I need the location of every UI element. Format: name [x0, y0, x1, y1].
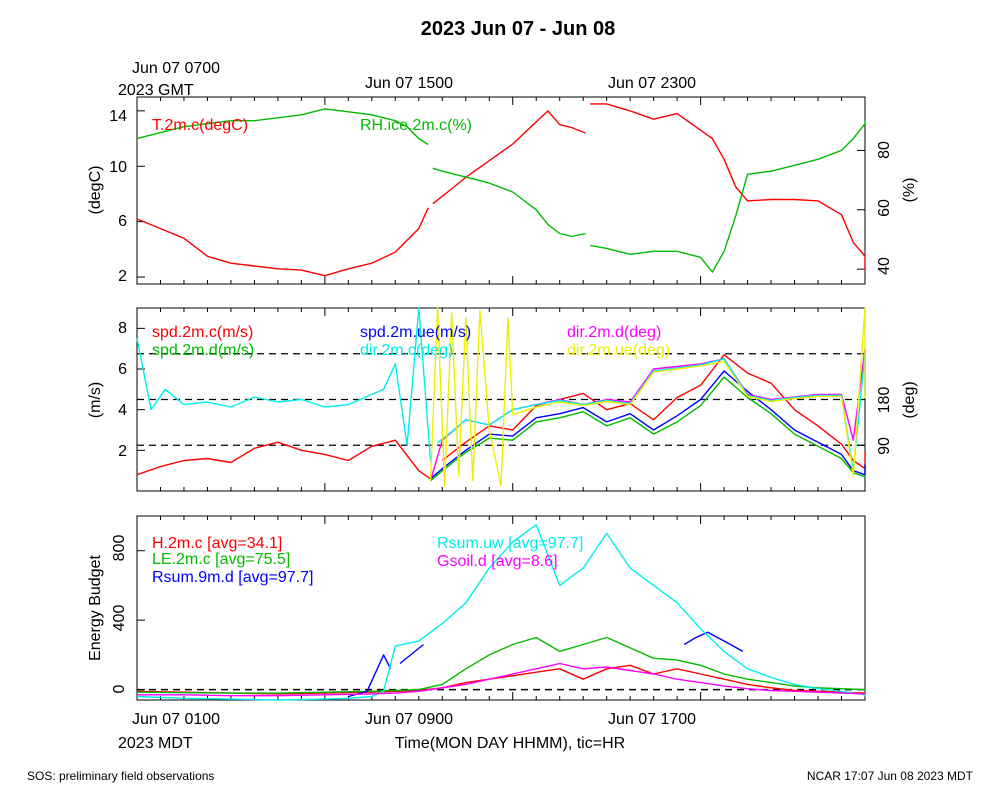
y2-tick-label: 180	[876, 387, 893, 414]
y2-tick-label: 90	[876, 437, 893, 455]
series-line-rh-ice-2m-c	[432, 167, 586, 238]
series-line-rh-ice-2m-c	[590, 120, 866, 273]
legend-entry: Rsum.uw [avg=97.7]	[437, 535, 583, 552]
legend-entry: dir.2m.ue(deg)	[567, 342, 670, 359]
panel-series	[136, 307, 866, 487]
series-line-spd-2m-c-m-s	[441, 354, 866, 470]
panel-ticks	[136, 97, 866, 284]
series-line-spd-2m-d-m-s	[430, 376, 866, 482]
series-line-rh-ice-2m-c	[136, 108, 429, 146]
y2-tick-label: 40	[876, 257, 893, 275]
panel-ticks	[136, 516, 866, 700]
y2-tick-label: 80	[876, 141, 893, 159]
gmt-tick-label: Jun 07 1500	[365, 75, 453, 92]
series-line-spd-2m-ue-m-s	[430, 370, 866, 480]
gmt-tick-label: Jun 07 2300	[608, 75, 696, 92]
y-tick-label: 6	[118, 361, 127, 378]
legend-entry: Rsum.9m.d [avg=97.7]	[152, 569, 313, 586]
legend-entry: RH.ice.2m.c(%)	[360, 117, 472, 134]
series-line-gsoil-d	[137, 662, 866, 697]
gmt-zone-label: 2023 GMT	[118, 82, 194, 99]
series-line-dir-2m-ue-deg	[429, 307, 866, 487]
series-line-t-2m-c-degc	[136, 207, 429, 277]
legend-entry: LE.2m.c [avg=75.5]	[152, 551, 290, 568]
y-tick-label: 8	[118, 320, 127, 337]
gmt-tick-label: Jun 07 0700	[132, 60, 220, 77]
legend-entry: spd.2m.ue(m/s)	[360, 324, 471, 341]
y-tick-label: 14	[109, 108, 127, 125]
panel-frame	[136, 96, 866, 285]
legend-entry: dir.2m.c(deg)	[360, 342, 453, 359]
panel-frame	[136, 515, 866, 701]
y-tick-label: 6	[118, 213, 127, 230]
y2-tick-label: 60	[876, 199, 893, 217]
footer-stamp: NCAR 17:07 Jun 08 2023 MDT	[807, 769, 974, 783]
y-tick-label: 10	[109, 159, 127, 176]
panel-series	[136, 103, 866, 277]
panel-temperature-rh: 2 6 10 14 (degC) 40 60 80 (%) T.2m.c(deg…	[87, 96, 918, 285]
mdt-tick-label: Jun 07 0900	[365, 711, 453, 728]
y-axis-label: (degC)	[87, 166, 104, 215]
panel-series	[136, 524, 866, 701]
series-line-h-2m-c	[136, 664, 866, 695]
y-axis-label: Energy Budget	[87, 555, 104, 661]
y-tick-label: 800	[111, 535, 128, 562]
footer-note: SOS: preliminary field observations	[27, 769, 214, 783]
series-line-rsum-uw	[136, 524, 866, 701]
series-line-t-2m-c-degc	[432, 110, 586, 205]
mdt-zone-label: 2023 MDT	[118, 735, 193, 752]
y-axis-label: (m/s)	[87, 382, 104, 418]
y-tick-label: 4	[118, 402, 127, 419]
legend-entry: T.2m.c(degC)	[152, 117, 248, 134]
legend-entry: spd.2m.d(m/s)	[152, 342, 254, 359]
series-line-dir-2m-c-deg	[136, 307, 432, 461]
y-tick-label: 2	[118, 443, 127, 460]
series-line-spd-2m-c-m-s	[136, 439, 431, 480]
legend-entry: dir.2m.d(deg)	[567, 324, 661, 341]
panel-energy-budget: 0 400 800 Energy Budget H.2m.c [avg=34.1…	[87, 515, 866, 701]
y2-axis-label: (deg)	[901, 381, 918, 418]
series-line-t-2m-c-degc	[590, 103, 866, 271]
y-tick-label: 0	[111, 684, 128, 693]
series-line-rsum-9m-d	[399, 643, 424, 665]
panel-wind: 2 4 6 8 (m/s) 90 180 (deg) spd.2m.c(m/s)…	[87, 307, 918, 492]
mdt-tick-label: Jun 07 1700	[608, 711, 696, 728]
series-line-le-2m-c	[136, 636, 866, 694]
mdt-tick-label: Jun 07 0100	[132, 711, 220, 728]
legend-entry: H.2m.c [avg=34.1]	[152, 535, 282, 552]
legend-entry: Gsoil.d [avg=8.6]	[437, 553, 558, 570]
y-tick-label: 2	[118, 268, 127, 285]
y-tick-label: 400	[111, 605, 128, 632]
figure-title: 2023 Jun 07 - Jun 08	[421, 18, 616, 40]
legend-entry: spd.2m.c(m/s)	[152, 324, 253, 341]
y2-axis-label: (%)	[901, 178, 918, 203]
series-line-rsum-9m-d	[683, 631, 744, 653]
x-axis-label: Time(MON DAY HHMM), tic=HR	[395, 735, 625, 752]
